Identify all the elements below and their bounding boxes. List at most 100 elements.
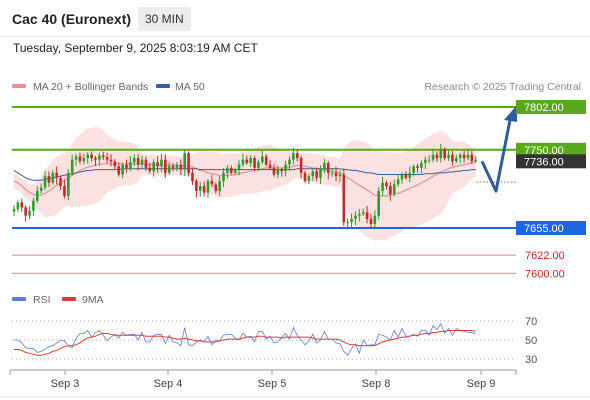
- candle: [94, 155, 97, 166]
- level-label: 7622.00: [525, 250, 565, 262]
- candle: [233, 167, 237, 175]
- candle: [82, 153, 86, 165]
- ma50-legend-swatch: [156, 84, 170, 88]
- candle: [253, 156, 256, 172]
- candle: [167, 161, 171, 175]
- candle: [12, 204, 16, 216]
- candle: [129, 155, 132, 172]
- last-price-label: 7736.00: [516, 154, 586, 169]
- candle: [423, 156, 427, 170]
- candle: [237, 160, 241, 176]
- candle: [32, 197, 35, 217]
- candle: [338, 170, 342, 183]
- candle: [218, 175, 221, 197]
- candle: [261, 150, 264, 165]
- candle: [35, 186, 39, 203]
- candle: [59, 175, 62, 190]
- rsi-tick-label: 50: [525, 335, 537, 347]
- candle: [455, 154, 458, 164]
- candle: [179, 159, 183, 175]
- candle: [288, 156, 291, 171]
- rsi-panel: 30 50 70: [12, 316, 537, 366]
- candle: [420, 160, 423, 174]
- candle: [98, 152, 101, 166]
- x-tick-label: Sep 5: [258, 378, 287, 390]
- candle: [435, 151, 439, 162]
- candle: [470, 151, 474, 165]
- candle: [195, 178, 198, 198]
- ma20-legend-label: MA 20 + Bollinger Bands: [33, 81, 148, 93]
- candle: [334, 166, 338, 182]
- candle: [381, 176, 384, 197]
- ma20-line: [13, 161, 476, 197]
- candle: [222, 167, 225, 188]
- candle: [389, 182, 392, 201]
- timestamp: Tuesday, September 9, 2025 8:03:19 AM CE…: [13, 41, 258, 55]
- candle: [117, 162, 121, 177]
- bollinger-band: [14, 127, 476, 241]
- candle: [280, 167, 284, 177]
- candle: [354, 211, 357, 226]
- candle: [447, 150, 450, 161]
- candle: [257, 159, 260, 172]
- candle: [70, 154, 74, 176]
- projection-path: [480, 114, 513, 193]
- bollinger-fill: [14, 127, 476, 241]
- candle: [462, 150, 466, 163]
- level-label: 7750.00: [516, 142, 586, 157]
- candle: [245, 155, 249, 165]
- candle: [121, 162, 124, 179]
- timeframe-button[interactable]: 30 MIN: [138, 7, 191, 31]
- candle: [183, 150, 187, 176]
- candle: [474, 156, 478, 164]
- candle: [416, 163, 419, 173]
- candle: [152, 159, 155, 177]
- price-labels: 7802.00 7750.00 7655.00 7622.00 7600.00 7736.…: [516, 100, 586, 280]
- candle: [361, 208, 365, 217]
- ma50-legend-label: MA 50: [175, 81, 205, 93]
- price-levels: [12, 106, 516, 274]
- candle: [191, 168, 194, 185]
- candle: [28, 206, 31, 220]
- candle: [264, 153, 268, 167]
- candle: [404, 171, 408, 180]
- rsi-tick-label: 70: [525, 316, 537, 328]
- candle: [164, 154, 167, 178]
- candle: [175, 161, 179, 172]
- rsi-tick-label: 30: [525, 354, 537, 366]
- candle: [284, 160, 287, 177]
- candle: [171, 163, 175, 172]
- candle: [392, 179, 396, 197]
- svg-text:7802.00: 7802.00: [524, 102, 564, 114]
- candle: [24, 205, 27, 222]
- candlesticks: [12, 143, 478, 230]
- candle: [63, 179, 66, 199]
- candle: [358, 209, 361, 222]
- candle: [350, 213, 353, 229]
- candle: [86, 152, 90, 164]
- candle: [113, 159, 117, 170]
- candle: [214, 182, 218, 194]
- candle: [365, 205, 369, 224]
- candle: [249, 155, 252, 168]
- candle: [132, 154, 136, 167]
- level-label: 7655.00: [516, 221, 586, 235]
- candle: [136, 154, 140, 171]
- ma20-legend-swatch: [12, 84, 26, 88]
- candle: [229, 165, 233, 175]
- candle: [144, 156, 148, 171]
- rsi-legend-swatch: [12, 297, 26, 301]
- candle: [466, 148, 470, 161]
- svg-text:7655.00: 7655.00: [524, 223, 564, 235]
- candle: [67, 169, 70, 201]
- rsi-line: [14, 323, 476, 356]
- candle: [412, 164, 415, 177]
- candle: [140, 155, 144, 169]
- candle: [16, 200, 20, 212]
- candle: [443, 147, 446, 161]
- rsi-ma-legend-label: 9MA: [82, 294, 104, 306]
- instrument-title: Cac 40 (Euronext): [12, 11, 132, 27]
- candle: [439, 143, 443, 163]
- moving-averages: [13, 161, 476, 197]
